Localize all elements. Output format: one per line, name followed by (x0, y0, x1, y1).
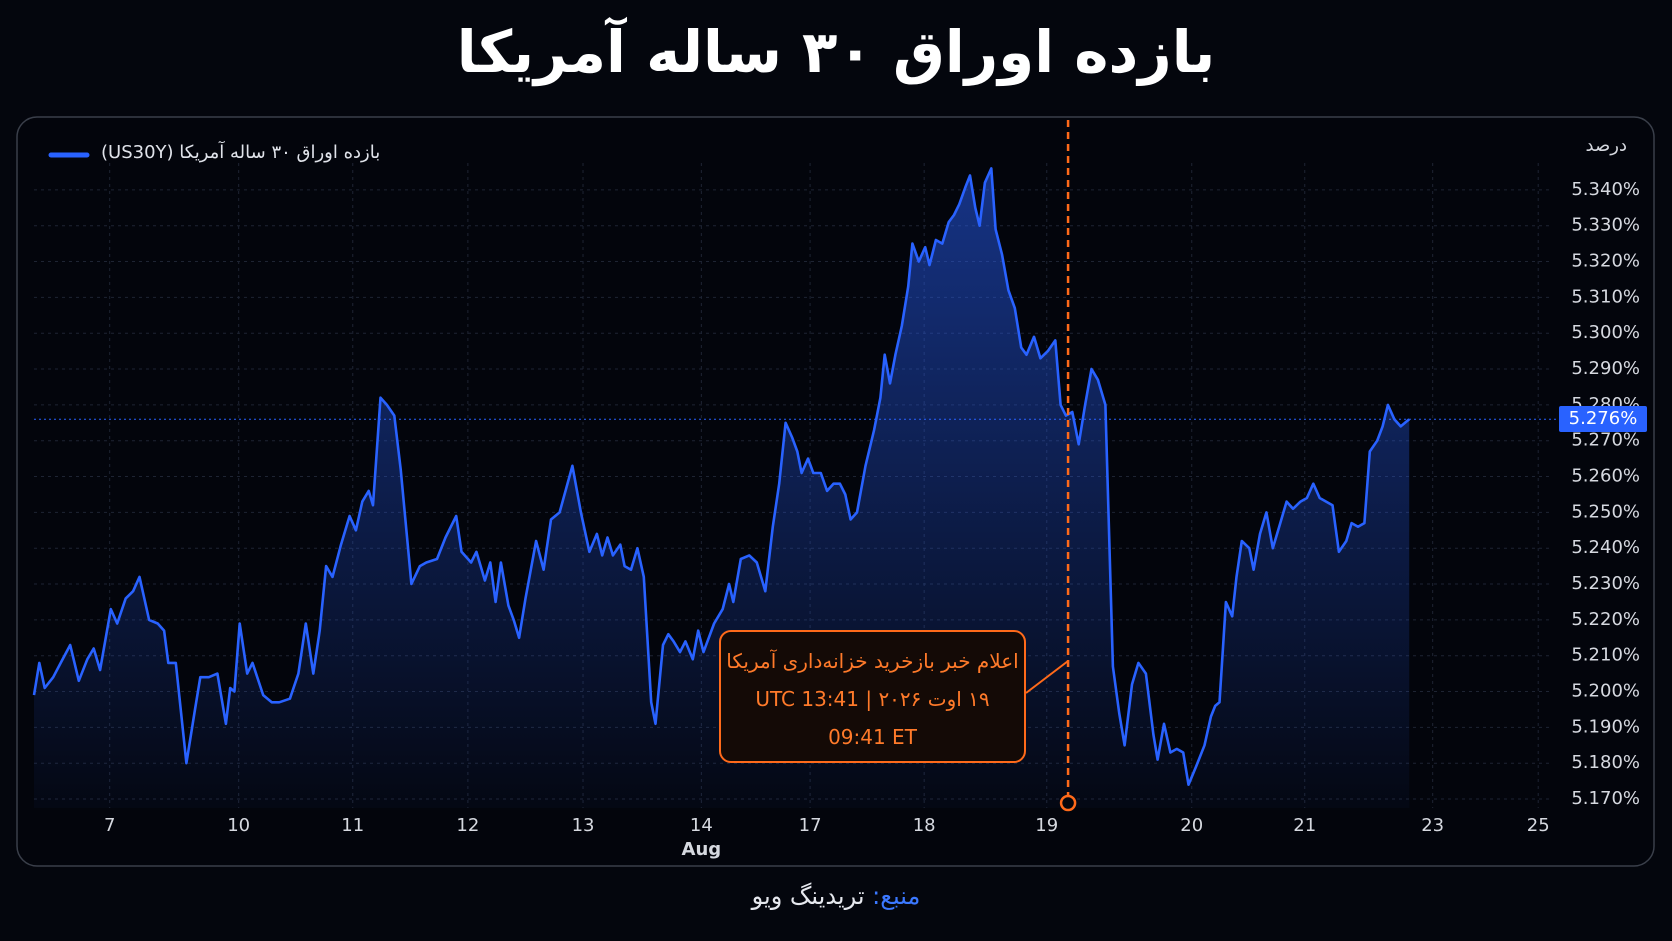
x-tick-label: 7 (104, 815, 115, 836)
legend-entry: بازده اوراق ۳۰ ساله آمریکا (US30Y) (101, 142, 381, 163)
annotation-line: 09:41 ET (828, 725, 917, 749)
source: منبع: تریدینگ ویو (0, 882, 1672, 910)
x-tick-label: 18 (913, 815, 936, 836)
area (34, 168, 1410, 808)
annotation: اعلام خبر بازخرید خزانه‌داری آمریکا ۱۹ ا… (719, 630, 1026, 763)
x-tick-label: 25 (1527, 815, 1550, 836)
line (32, 167, 1411, 786)
y-tick-label: 5.270% (1571, 430, 1640, 451)
x-tick-label: 11 (341, 815, 364, 836)
y-tick-label: 5.340% (1571, 179, 1640, 200)
y-unit: درصد (1585, 135, 1627, 156)
source-name: تریدینگ ویو (751, 882, 865, 910)
month-label: Aug (682, 839, 722, 860)
y-tick-label: 5.290% (1571, 358, 1640, 379)
y-tick-label: 5.190% (1571, 716, 1640, 737)
y-tick-label: 5.230% (1571, 573, 1640, 594)
annotation-connector (1025, 660, 1069, 694)
y-tick-label: 5.300% (1571, 322, 1640, 343)
source-label: منبع: (872, 882, 921, 910)
y-tick-label: 5.320% (1571, 251, 1640, 272)
y-tick-label: 5.210% (1571, 645, 1640, 666)
y-tick-label: 5.310% (1571, 286, 1640, 307)
chart-title: بازده اوراق ۳۰ ساله آمریکا (456, 18, 1216, 86)
last-value-label: 5.276% (1559, 406, 1647, 433)
x-tick-label: 13 (572, 815, 595, 836)
x-tick-label: 10 (227, 815, 250, 836)
x-tick-label: 19 (1035, 815, 1058, 836)
annotation-line: ۱۹ اوت ۲۰۲۶ | 13:41 UTC (755, 687, 990, 711)
axes: 5.170% 5.180% 5.190% 5.200% 5.210% 5.220% 5.23… (104, 179, 1640, 860)
x-tick-label: 14 (690, 815, 713, 836)
y-tick-label: 5.170% (1571, 788, 1640, 809)
x-tick-label: 23 (1421, 815, 1444, 836)
y-tick-label: 5.240% (1571, 537, 1640, 558)
y-tick-label: 5.260% (1571, 466, 1640, 487)
y-tick-label: 5.330% (1571, 215, 1640, 236)
y-tick-label: 5.250% (1571, 501, 1640, 522)
plot (32, 120, 1559, 812)
x-tick-label: 12 (456, 815, 479, 836)
annotation-line: اعلام خبر بازخرید خزانه‌داری آمریکا (726, 649, 1019, 673)
x-tick-label: 17 (799, 815, 822, 836)
y-tick-label: 5.180% (1571, 752, 1640, 773)
event-marker (1059, 794, 1077, 812)
y-tick-label: 5.220% (1571, 609, 1640, 630)
x-tick-label: 20 (1180, 815, 1203, 836)
x-tick-label: 21 (1293, 815, 1316, 836)
y-tick-label: 5.200% (1571, 681, 1640, 702)
